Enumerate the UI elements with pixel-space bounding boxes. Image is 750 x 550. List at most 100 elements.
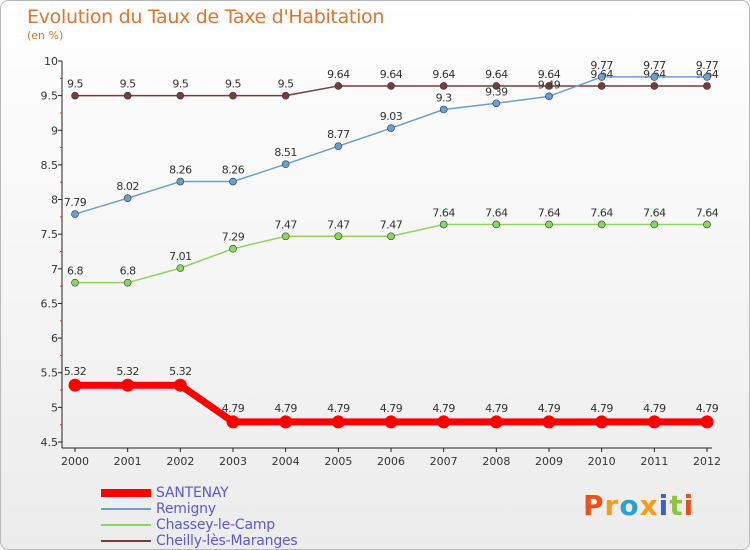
data-label: 9.5: [120, 78, 136, 91]
y-tick-label: 10: [44, 55, 58, 68]
legend-label: SANTENAY: [156, 485, 229, 501]
data-point: [492, 99, 501, 108]
data-label: 9.5: [67, 78, 83, 91]
x-tick-label: 2008: [482, 455, 510, 468]
data-label: 8.26: [169, 164, 192, 177]
x-tick-label: 2009: [535, 455, 563, 468]
data-label: 8.77: [327, 128, 350, 141]
data-point: [489, 415, 503, 429]
data-point: [387, 82, 395, 90]
data-label: 9.64: [485, 68, 508, 81]
data-point: [334, 232, 343, 241]
data-label: 4.79: [274, 402, 297, 415]
data-point: [281, 232, 290, 241]
logo-letter: P: [583, 489, 605, 522]
legend-swatch: [101, 524, 151, 526]
data-point: [542, 415, 556, 429]
data-label: 9.5: [278, 78, 294, 91]
x-tick-label: 2000: [61, 455, 89, 468]
data-label: 9.03: [380, 110, 403, 123]
data-point: [384, 415, 398, 429]
data-label: 4.79: [538, 402, 561, 415]
y-tick-label: 8.5: [41, 159, 59, 172]
data-point: [545, 92, 553, 101]
data-point: [703, 73, 711, 81]
data-label: 7.47: [380, 218, 403, 231]
data-label: 4.79: [590, 402, 613, 415]
data-point: [597, 73, 606, 81]
data-label: 7.47: [274, 218, 297, 231]
data-point: [229, 177, 237, 186]
data-point: [650, 73, 659, 81]
logo-letter: i: [658, 489, 670, 522]
data-label: 5.32: [116, 365, 139, 378]
data-label: 7.64: [696, 206, 719, 219]
data-point: [492, 220, 501, 229]
data-point: [123, 194, 132, 202]
data-point: [545, 220, 553, 229]
data-point: [121, 378, 135, 392]
legend-swatch: [101, 489, 151, 497]
data-point: [650, 82, 659, 90]
data-label: 7.64: [432, 206, 455, 219]
data-point: [700, 415, 714, 429]
data-label: 9.49: [538, 78, 561, 91]
legend-label: Chassey-le-Camp: [156, 517, 275, 533]
y-tick-label: 5: [51, 401, 58, 414]
data-label: 7.64: [538, 206, 561, 219]
data-point: [439, 82, 448, 90]
data-point: [545, 82, 553, 90]
data-label: 8.02: [116, 180, 139, 193]
y-tick-label: 7.5: [41, 228, 59, 241]
series-line-1: [74, 76, 707, 215]
data-point: [597, 82, 606, 90]
x-tick-label: 2012: [693, 455, 721, 468]
data-label: 9.5: [172, 78, 188, 91]
x-tick-label: 2005: [324, 455, 352, 468]
y-tick-label: 8: [51, 194, 58, 207]
data-label: 7.64: [590, 206, 613, 219]
data-point: [331, 415, 345, 429]
data-point: [492, 82, 501, 90]
data-point: [281, 91, 290, 100]
data-point: [226, 415, 240, 429]
logo-letter: t: [669, 489, 684, 522]
data-point: [387, 124, 395, 132]
y-tick-label: 9.5: [41, 90, 59, 103]
data-point: [437, 415, 451, 429]
data-label: 4.79: [485, 402, 508, 415]
x-tick-label: 2002: [166, 455, 194, 468]
data-label: 7.79: [64, 196, 87, 209]
data-point: [597, 220, 606, 229]
data-point: [229, 244, 237, 253]
logo-letter: x: [639, 489, 659, 522]
x-tick-label: 2007: [430, 455, 458, 468]
y-tick-label: 6.5: [41, 297, 59, 310]
x-tick-label: 2010: [588, 455, 616, 468]
data-point: [334, 82, 343, 90]
data-point: [439, 220, 448, 229]
data-point: [123, 278, 132, 287]
data-label: 4.79: [432, 402, 455, 415]
chart-subtitle: (en %): [27, 29, 64, 42]
data-label: 8.26: [222, 164, 245, 177]
x-tick-label: 2004: [272, 455, 300, 468]
logo-letter: i: [683, 489, 695, 522]
data-label: 7.47: [327, 218, 350, 231]
data-point: [279, 415, 293, 429]
y-tick-label: 4.5: [41, 436, 59, 449]
data-label: 5.32: [169, 365, 192, 378]
data-label: 9.77: [696, 59, 719, 72]
x-tick-label: 2003: [219, 455, 247, 468]
data-label: 9.77: [590, 59, 613, 72]
data-label: 4.79: [380, 402, 403, 415]
data-label: 9.64: [380, 68, 403, 81]
legend-swatch: [101, 508, 151, 510]
x-tick-label: 2011: [640, 455, 668, 468]
data-label: 8.51: [274, 146, 297, 159]
data-point: [123, 91, 132, 100]
data-label: 9.39: [485, 85, 508, 98]
data-point: [703, 220, 711, 229]
